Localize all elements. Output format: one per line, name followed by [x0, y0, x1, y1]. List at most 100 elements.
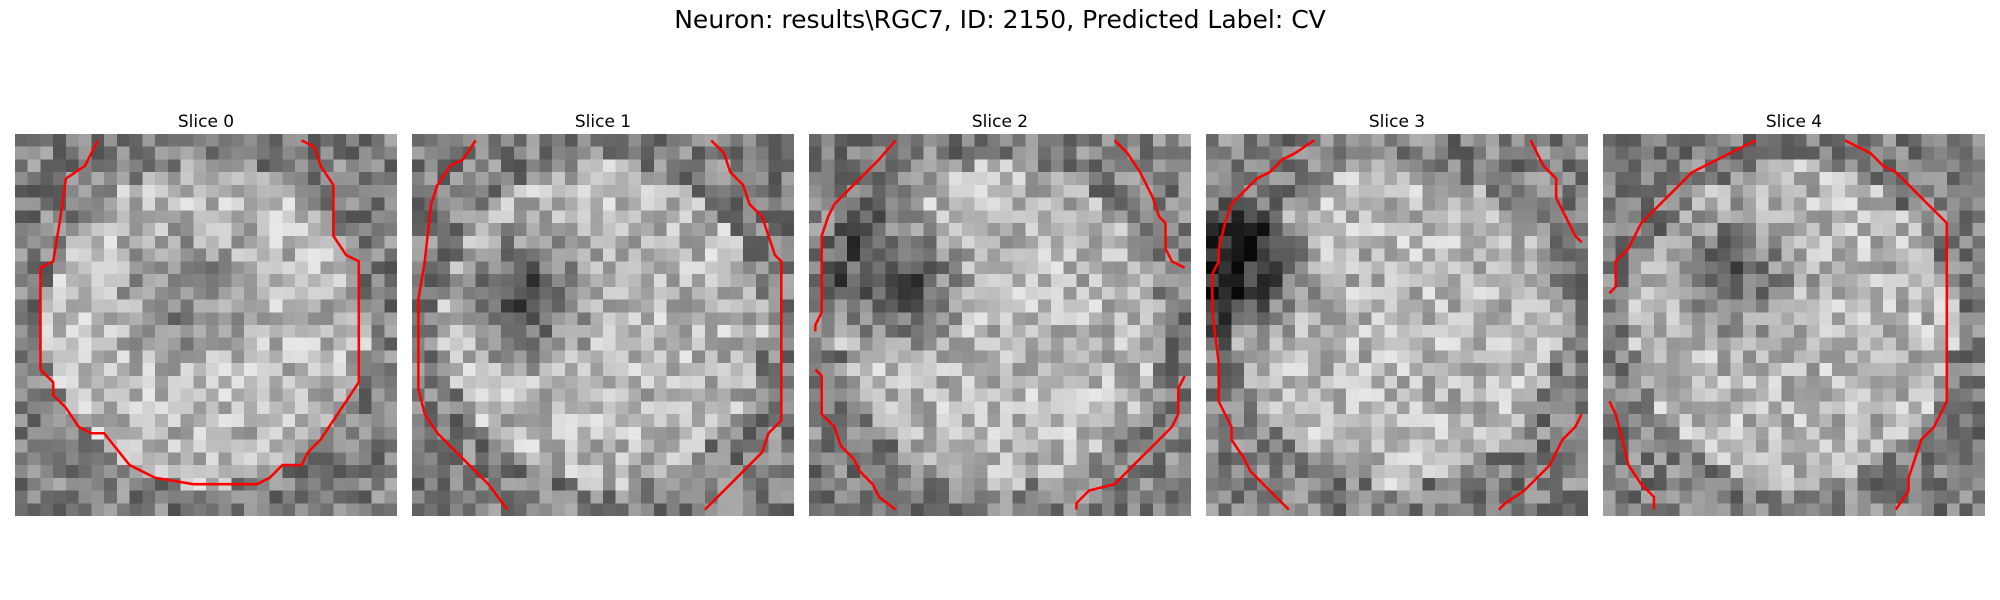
pixel	[1435, 452, 1449, 466]
pixel	[1537, 325, 1551, 338]
pixel	[206, 197, 219, 211]
pixel	[1000, 388, 1013, 402]
pixel	[1114, 477, 1128, 491]
pixel	[180, 172, 194, 186]
pixel	[1743, 452, 1757, 466]
pixel	[1895, 248, 1909, 262]
pixel	[104, 363, 118, 377]
pixel	[552, 414, 566, 428]
pixel	[1346, 223, 1360, 237]
pixel	[256, 146, 270, 160]
pixel	[1743, 490, 1757, 504]
pixel	[1844, 375, 1858, 389]
pixel	[40, 477, 54, 491]
pixel	[885, 299, 899, 313]
pixel	[450, 261, 464, 275]
pixel	[1165, 134, 1179, 147]
pixel	[1447, 465, 1461, 479]
pixel	[590, 477, 604, 491]
pixel	[142, 172, 156, 186]
pixel	[692, 452, 706, 466]
pixel	[244, 465, 258, 479]
pixel	[1447, 223, 1461, 237]
pixel	[104, 235, 118, 249]
pixel	[1883, 286, 1897, 300]
pixel	[1653, 477, 1667, 491]
pixel	[949, 312, 963, 326]
pixel	[809, 337, 822, 351]
pixel	[666, 337, 680, 351]
pixel	[923, 465, 937, 479]
pixel	[333, 184, 347, 198]
pixel	[1244, 490, 1258, 504]
pixel	[384, 426, 397, 440]
pixel	[704, 235, 718, 249]
pixel	[78, 477, 92, 491]
figure-title: Neuron: results\RGC7, ID: 2150, Predicte…	[674, 5, 1326, 34]
pixel	[346, 159, 360, 173]
pixel	[53, 452, 67, 466]
pixel	[129, 477, 143, 491]
pixel	[320, 235, 334, 249]
pixel	[206, 299, 219, 313]
pixel	[679, 337, 693, 351]
pixel	[1628, 248, 1642, 262]
pixel	[872, 223, 886, 237]
pixel	[743, 274, 757, 288]
pixel	[15, 363, 28, 377]
pixel	[475, 312, 489, 326]
pixel	[1768, 134, 1782, 147]
pixel	[501, 248, 515, 262]
pixel	[1050, 439, 1064, 453]
pixel	[1615, 337, 1629, 351]
pixel	[1050, 248, 1064, 262]
pixel	[1127, 172, 1141, 186]
pixel	[450, 248, 464, 262]
pixel	[1895, 235, 1909, 249]
pixel	[1679, 452, 1693, 466]
pixel	[371, 325, 385, 338]
pixel	[1447, 299, 1461, 313]
pixel	[1269, 477, 1283, 491]
pixel	[437, 503, 451, 516]
pixel	[1435, 401, 1449, 415]
pixel	[1603, 350, 1616, 364]
pixel	[1295, 503, 1309, 516]
pixel	[1152, 184, 1166, 198]
pixel	[437, 401, 451, 415]
pixel	[885, 248, 899, 262]
pixel	[1473, 146, 1487, 160]
pixel	[346, 146, 360, 160]
pixel	[320, 325, 334, 338]
pixel	[603, 325, 616, 338]
pixel	[1819, 388, 1833, 402]
pixel	[679, 465, 693, 479]
pixel	[847, 388, 861, 402]
pixel	[1050, 325, 1064, 338]
pixel	[1615, 274, 1629, 288]
pixel	[1755, 503, 1769, 516]
pixel	[577, 146, 591, 160]
pixel	[104, 146, 118, 160]
pixel	[1883, 439, 1897, 453]
pixel	[244, 388, 258, 402]
pixel	[1152, 325, 1166, 338]
pixel	[371, 350, 385, 364]
pixel	[717, 414, 731, 428]
pixel	[320, 299, 334, 313]
pixel	[462, 490, 476, 504]
pixel	[692, 401, 706, 415]
pixel	[1447, 325, 1461, 338]
pixel	[1806, 503, 1820, 516]
pixel	[27, 439, 41, 453]
pixel	[1244, 312, 1258, 326]
pixel	[1397, 312, 1410, 326]
pixel	[564, 159, 578, 173]
pixel	[1628, 184, 1642, 198]
pixel	[1346, 414, 1360, 428]
pixel	[1473, 159, 1487, 173]
pixel	[603, 248, 616, 262]
pixel	[462, 312, 476, 326]
pixel	[256, 325, 270, 338]
pixel	[552, 274, 566, 288]
